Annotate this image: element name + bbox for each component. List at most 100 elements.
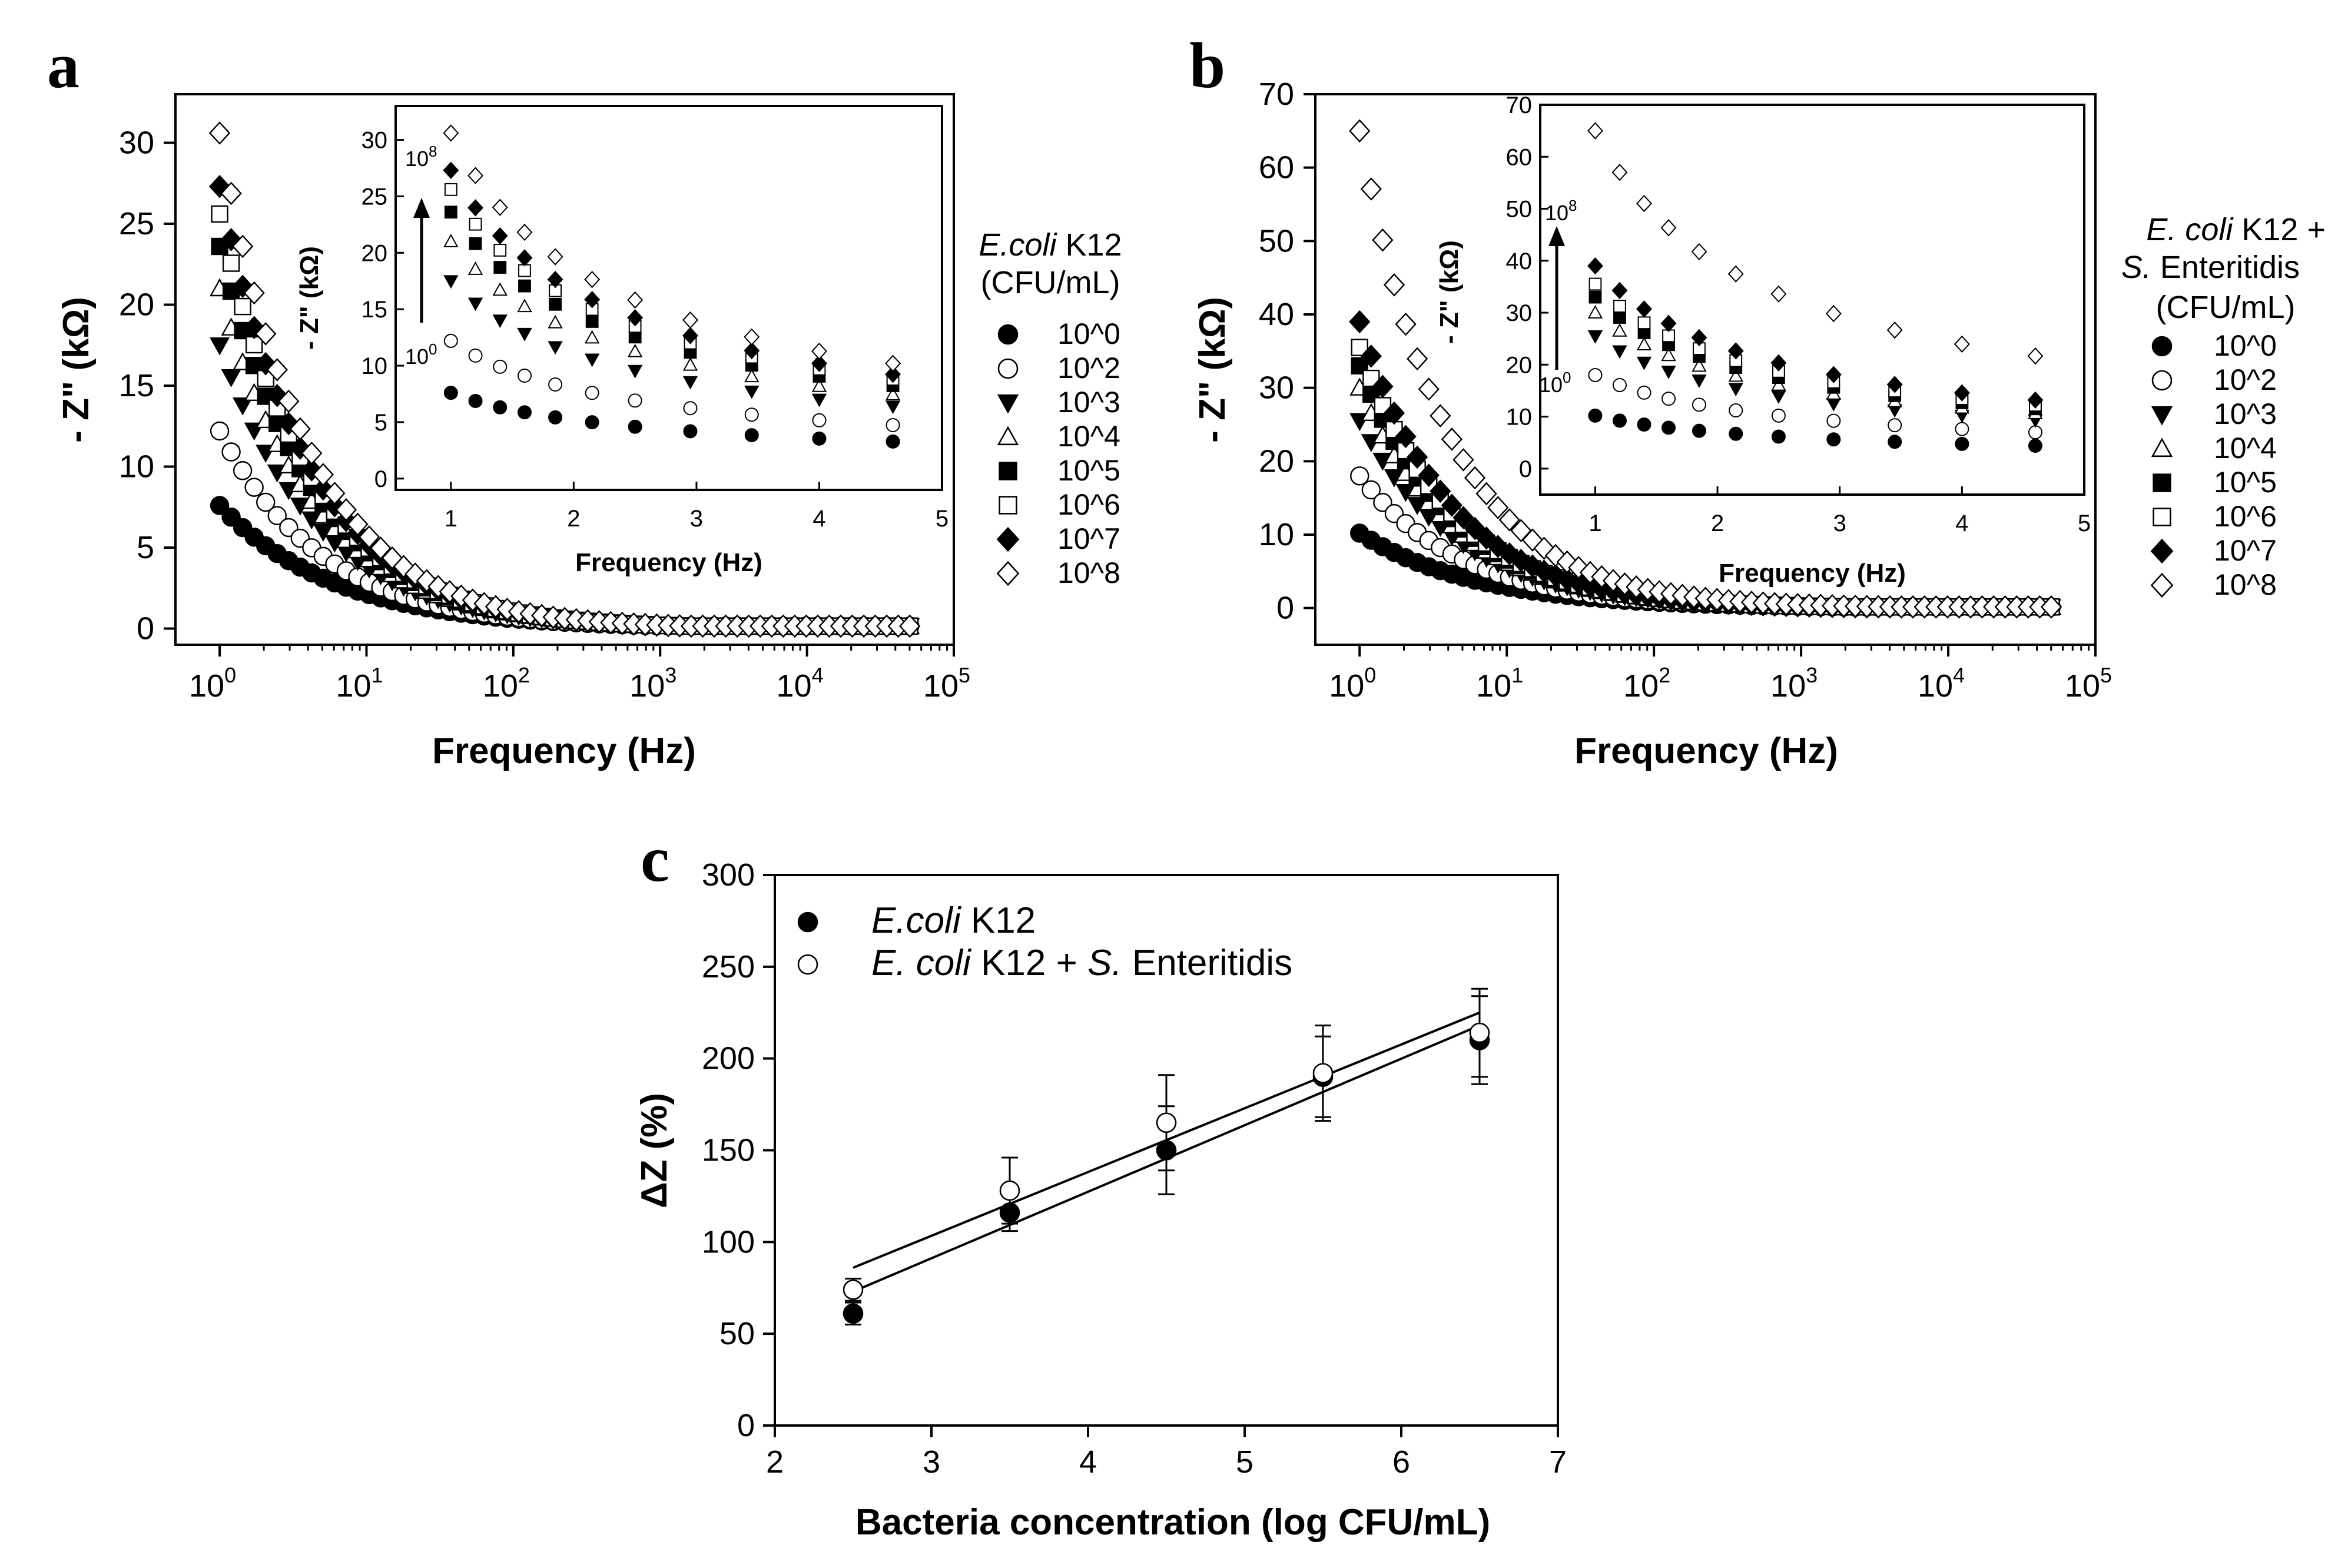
panel-a-data-points	[208, 121, 921, 638]
data-point	[1395, 425, 1417, 449]
y-tick-label: 5	[137, 530, 154, 565]
inset-data-point	[518, 264, 531, 277]
inset-data-point	[682, 327, 698, 344]
inset-data-point	[1955, 422, 1969, 436]
legend-marker	[2151, 336, 2173, 357]
data-point	[1464, 466, 1486, 490]
inset-data-point	[1692, 423, 1706, 438]
inset-data-point	[585, 415, 599, 430]
panel-a-inset-y-axis-title: - Z" (kΩ)	[295, 246, 324, 350]
panel-b-inset-data-points	[1587, 122, 2044, 453]
inset-y-tick-label: 10	[1506, 405, 1533, 430]
x-tick-label: 104	[777, 663, 824, 704]
data-point	[289, 417, 311, 441]
inset-data-point	[517, 299, 532, 313]
inset-data-point	[744, 328, 760, 346]
inset-y-tick-label: 70	[1506, 92, 1533, 118]
inset-data-point	[744, 428, 759, 443]
inset-y-tick-label: 10	[362, 353, 388, 379]
inset-data-point	[885, 400, 901, 415]
y-tick-label: 10	[119, 449, 154, 485]
panel-c-legend: E.coli K12 E. coli K12 + S. Enteritidis	[797, 900, 1292, 983]
y-tick-label: 50	[719, 1316, 755, 1351]
data-point	[462, 588, 483, 612]
data-point	[358, 525, 380, 549]
data-point	[210, 496, 230, 515]
panel-b-inset: 0 10 20 30 40 50 60 70 1 2 3 4 5 Frequency (Hz) - Z…	[1435, 92, 2091, 588]
data-point	[1312, 1063, 1334, 1083]
legend-label: 10^2	[2214, 363, 2277, 396]
inset-data-point	[628, 393, 642, 408]
y-tick-label: 20	[1259, 443, 1294, 479]
inset-data-point	[1587, 122, 1603, 140]
y-tick-label: 0	[737, 1408, 755, 1443]
inset-data-point	[492, 314, 508, 329]
x-tick-label: 103	[1770, 663, 1818, 704]
inset-data-point	[2027, 391, 2044, 409]
data-point	[1430, 479, 1451, 503]
data-point	[301, 441, 323, 465]
panel-a-inset-x-axis-title: Frequency (Hz)	[575, 548, 762, 577]
inset-data-point	[811, 342, 827, 360]
inset-data-point	[467, 297, 483, 311]
legend-marker	[2151, 370, 2173, 391]
inset-data-point	[1662, 392, 1676, 406]
inset-data-point	[1587, 305, 1603, 319]
panel-c-y-axis: 0 50 100 150 200 250 300	[702, 857, 775, 1443]
legend-marker	[997, 426, 1019, 446]
inset-data-point	[1661, 347, 1676, 362]
data-point	[232, 234, 254, 258]
data-point	[450, 584, 472, 608]
panel-b-data-points	[1349, 119, 2062, 619]
inset-data-point	[1954, 384, 1970, 402]
inset-data-point	[547, 270, 563, 289]
panel-a-legend-subtitle: (CFU/mL)	[981, 265, 1120, 300]
legend-label: 10^2	[1057, 352, 1120, 384]
inset-data-point	[1660, 314, 1677, 332]
legend-label: 10^3	[2214, 397, 2277, 430]
y-tick-label: 40	[1259, 297, 1294, 332]
inset-data-point	[1691, 243, 1707, 261]
inset-data-point	[744, 369, 760, 383]
inset-data-point	[1692, 358, 1707, 372]
inset-data-point	[517, 327, 532, 342]
data-point	[999, 1202, 1020, 1223]
inset-data-point	[1612, 377, 1627, 392]
data-point	[1349, 310, 1371, 334]
legend-marker	[2150, 538, 2174, 564]
data-point	[1372, 374, 1394, 399]
inset-data-point	[744, 407, 759, 422]
data-point	[1383, 401, 1405, 425]
inset-data-point	[1826, 432, 1841, 447]
inset-x-tick-label: 4	[1955, 510, 1968, 536]
data-point	[266, 358, 288, 382]
data-point	[999, 1180, 1020, 1201]
inset-y-tick-label: 5	[374, 410, 387, 436]
inset-data-point	[1692, 397, 1706, 412]
inset-data-point	[1826, 413, 1841, 428]
inset-data-point	[1771, 429, 1786, 444]
inset-data-point	[547, 248, 563, 266]
inset-data-point	[885, 354, 901, 372]
x-tick-label: 105	[923, 663, 970, 704]
inset-x-tick-label: 5	[2078, 510, 2091, 536]
legend-label: 10^5	[2214, 466, 2277, 499]
data-point	[233, 461, 253, 480]
inset-data-point	[885, 365, 901, 383]
inset-data-point	[1588, 367, 1603, 382]
inset-data-point	[1637, 417, 1651, 432]
panel-a-inset-frame	[394, 105, 943, 491]
panel-b-legend-subtitle: (CFU/mL)	[2156, 290, 2296, 325]
y-tick-label: 20	[119, 287, 154, 323]
inset-data-point	[467, 199, 484, 217]
x-tick-label: 3	[923, 1444, 940, 1480]
inset-data-point	[1636, 300, 1652, 318]
data-point	[1487, 496, 1509, 519]
data-point	[233, 397, 253, 416]
inset-data-point	[1587, 257, 1603, 275]
inset-data-point	[493, 244, 507, 257]
y-tick-label: 300	[702, 857, 755, 893]
y-tick-label: 15	[119, 368, 154, 403]
inset-data-point	[1636, 356, 1652, 370]
panel-a-legend-title: E.coli K12	[979, 227, 1122, 263]
